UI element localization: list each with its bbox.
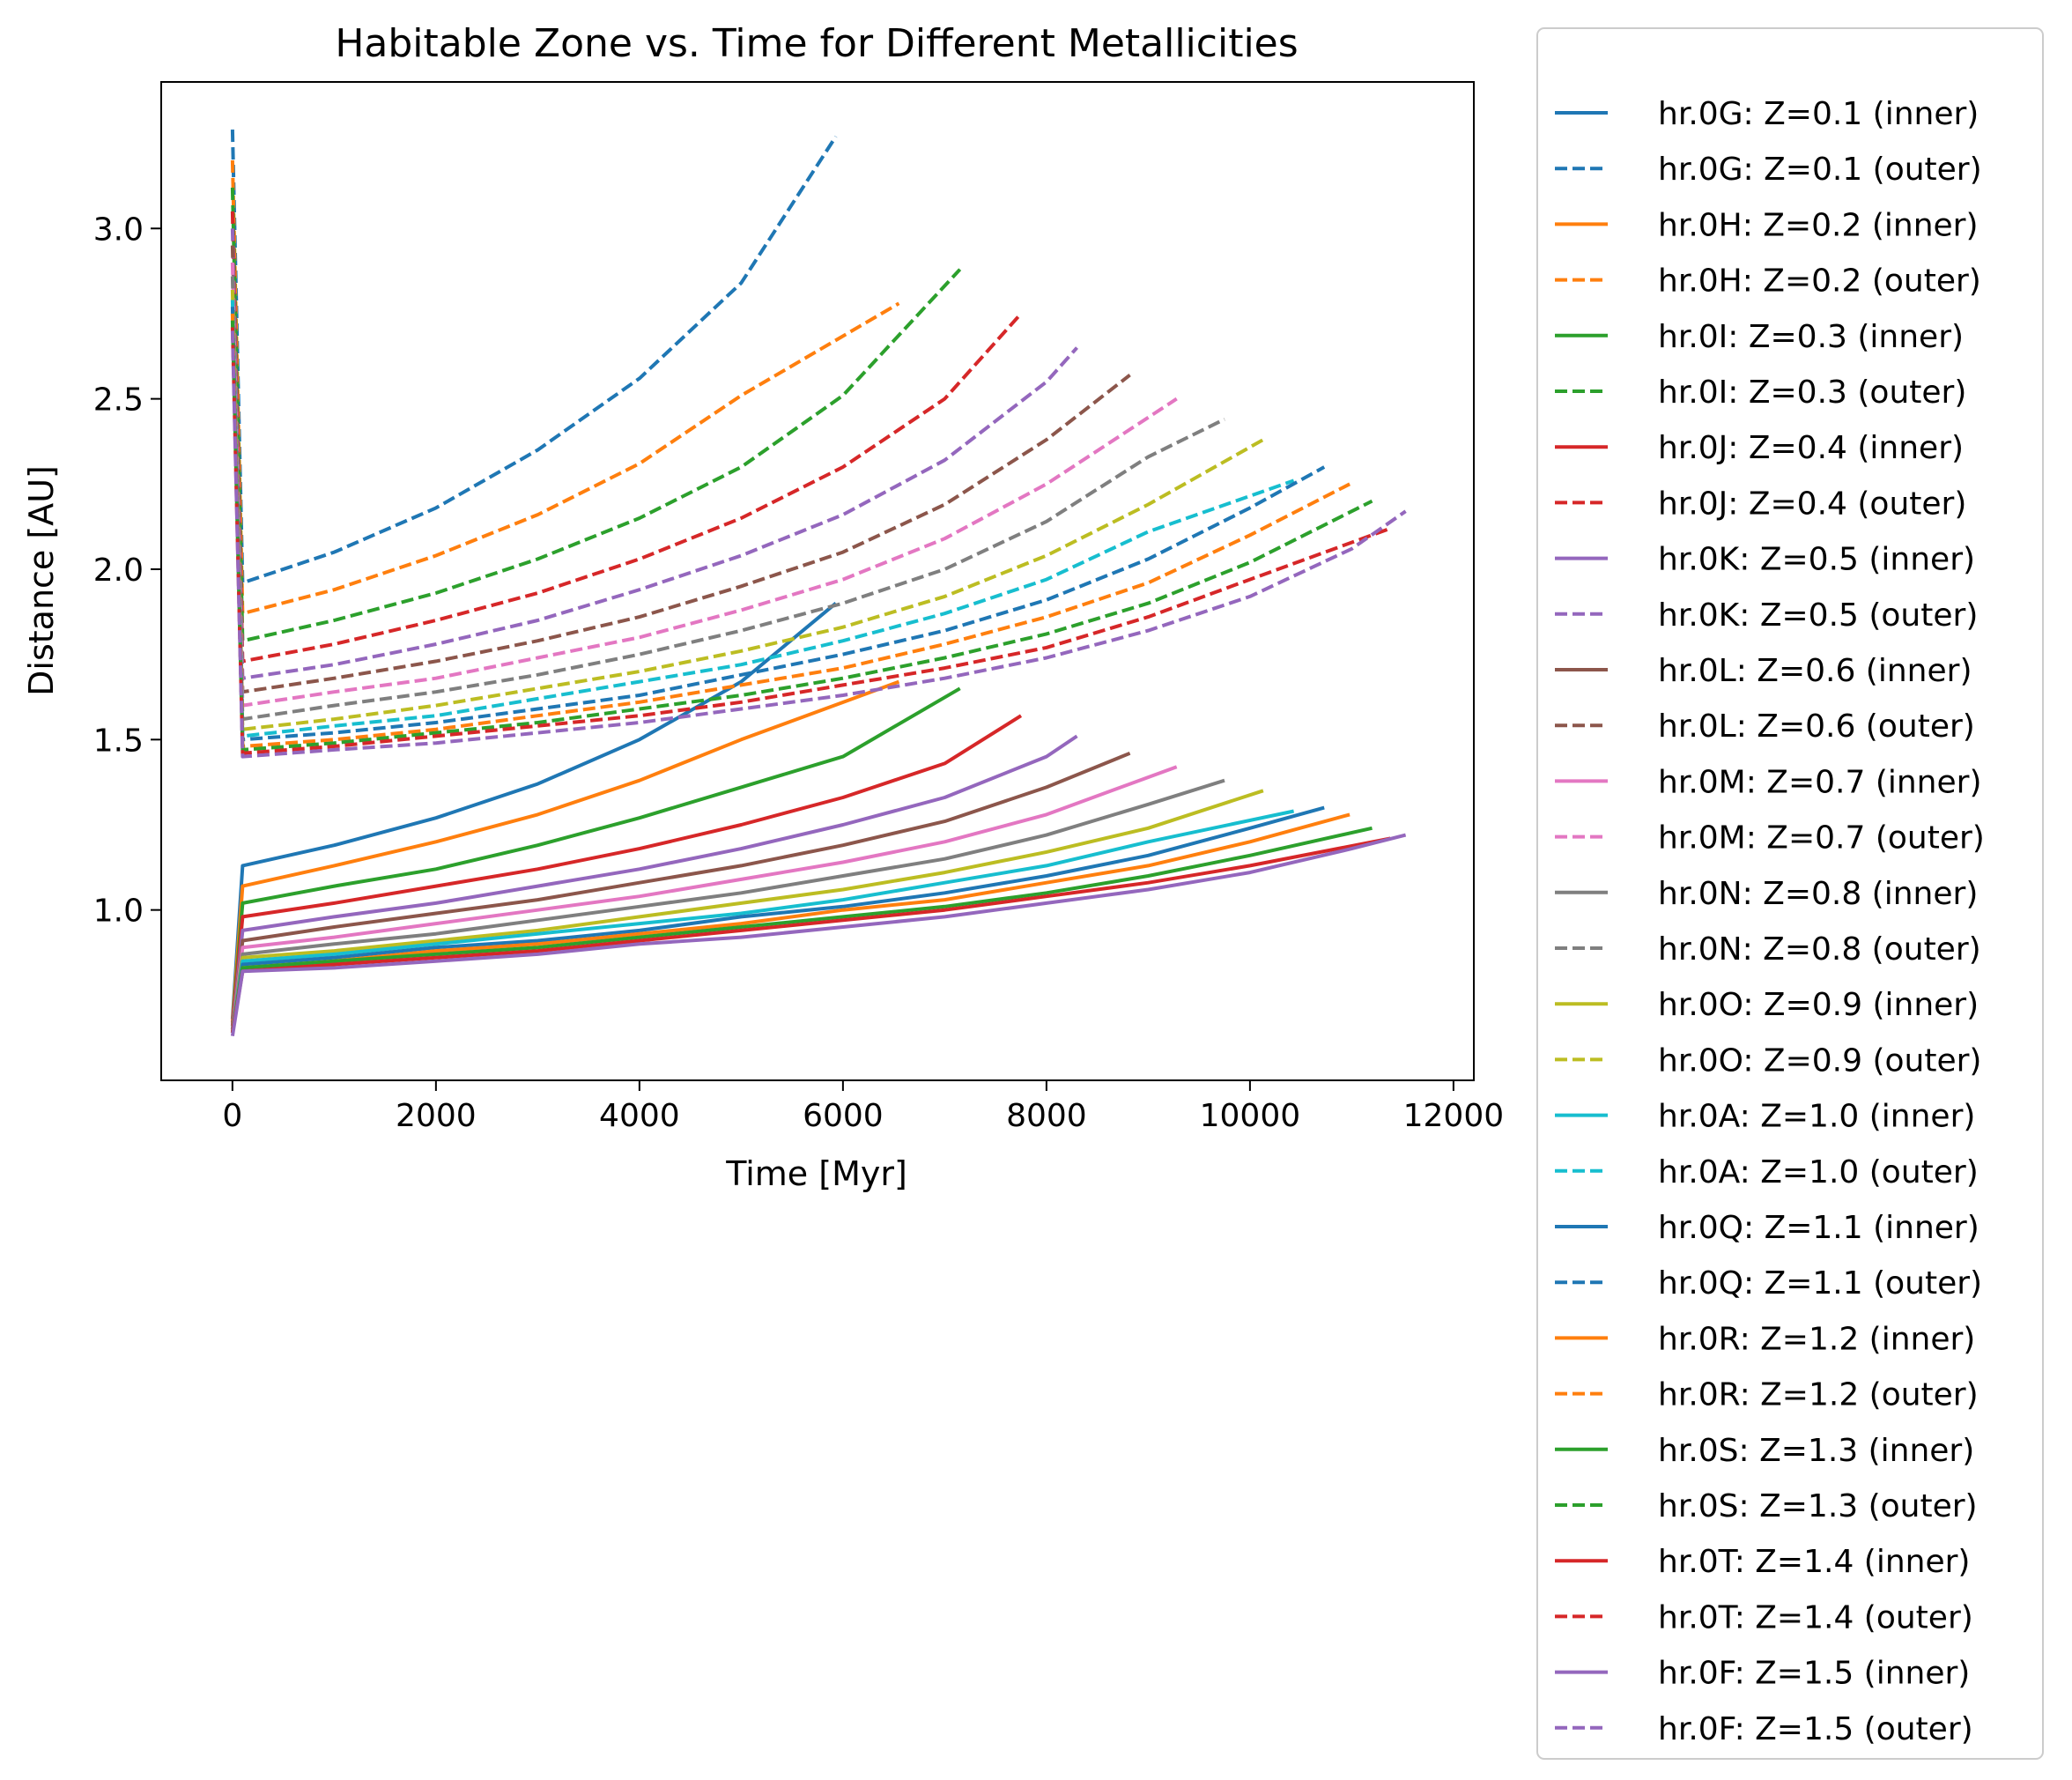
- legend-label-16: hr.0O: Z=0.9 (inner): [1658, 987, 1979, 1023]
- legend-label-11: hr.0L: Z=0.6 (outer): [1658, 708, 1975, 745]
- legend-label-29: hr.0F: Z=1.5 (outer): [1658, 1711, 1973, 1747]
- x-tick-label-0: 0: [222, 1098, 242, 1134]
- series-line-14: [230, 778, 1225, 1030]
- legend-label-4: hr.0I: Z=0.3 (inner): [1658, 319, 1964, 355]
- x-tick-label-5: 10000: [1200, 1098, 1301, 1134]
- series-line-27: [230, 327, 1391, 755]
- x-tick-label-4: 8000: [1006, 1098, 1087, 1134]
- y-tick-label-1: 1.5: [93, 723, 144, 759]
- legend-label-5: hr.0I: Z=0.3 (outer): [1658, 375, 1966, 411]
- series-line-25: [230, 320, 1373, 752]
- legend-label-19: hr.0A: Z=1.0 (outer): [1658, 1154, 1979, 1190]
- legend-label-22: hr.0R: Z=1.2 (inner): [1658, 1321, 1975, 1357]
- series-line-20: [230, 805, 1325, 1034]
- series-line-3: [230, 159, 900, 616]
- series-line-24: [230, 826, 1373, 1034]
- legend-label-2: hr.0H: Z=0.2 (inner): [1658, 207, 1979, 243]
- x-tick-label-1: 2000: [396, 1098, 477, 1134]
- legend-frame: [1536, 27, 2044, 1760]
- x-axis-label: Time [Myr]: [725, 1154, 907, 1193]
- legend-label-21: hr.0Q: Z=1.1 (outer): [1658, 1265, 1982, 1302]
- y-tick-label-2: 2.0: [93, 553, 144, 589]
- series-line-1: [230, 130, 838, 585]
- legend-label-0: hr.0G: Z=0.1 (inner): [1658, 96, 1979, 132]
- series-line-2: [230, 679, 900, 1023]
- legend-label-24: hr.0S: Z=1.3 (inner): [1658, 1433, 1974, 1469]
- legend-label-20: hr.0Q: Z=1.1 (inner): [1658, 1210, 1980, 1246]
- legend-label-6: hr.0J: Z=0.4 (inner): [1658, 430, 1964, 466]
- series-line-11: [230, 245, 1131, 694]
- series-line-19: [230, 300, 1295, 738]
- legend-label-10: hr.0L: Z=0.6 (inner): [1658, 653, 1972, 689]
- legend-label-18: hr.0A: Z=1.0 (inner): [1658, 1099, 1975, 1135]
- legend-label-28: hr.0F: Z=1.5 (inner): [1658, 1656, 1970, 1692]
- series-line-29: [230, 330, 1407, 759]
- legend-label-13: hr.0M: Z=0.7 (outer): [1658, 820, 1985, 857]
- legend-label-9: hr.0K: Z=0.5 (outer): [1658, 597, 1978, 634]
- series-line-17: [230, 289, 1264, 731]
- series-line-26: [230, 836, 1391, 1034]
- plot-lines: [230, 130, 1407, 1037]
- series-line-15: [230, 276, 1225, 722]
- series-line-4: [230, 686, 961, 1027]
- series-line-16: [230, 789, 1264, 1034]
- chart-title: Habitable Zone vs. Time for Different Me…: [335, 21, 1298, 66]
- y-tick-label-0: 1.0: [93, 894, 144, 930]
- x-tick-label-3: 6000: [803, 1098, 884, 1134]
- series-line-5: [230, 187, 962, 643]
- legend-label-1: hr.0G: Z=0.1 (outer): [1658, 152, 1982, 188]
- series-line-18: [230, 809, 1295, 1034]
- legend-label-7: hr.0J: Z=0.4 (outer): [1658, 486, 1966, 522]
- legend-label-26: hr.0T: Z=1.4 (inner): [1658, 1544, 1970, 1580]
- x-tick-label-2: 4000: [599, 1098, 680, 1134]
- series-line-8: [230, 734, 1078, 1030]
- y-tick-label-3: 2.5: [93, 382, 144, 419]
- series-line-0: [230, 602, 838, 1020]
- y-axis-ticks: 1.0 1.5 2.0 2.5 3.0: [93, 211, 161, 930]
- legend-label-15: hr.0N: Z=0.8 (outer): [1658, 931, 1981, 968]
- legend-label-27: hr.0T: Z=1.4 (outer): [1658, 1599, 1973, 1635]
- legend-label-25: hr.0S: Z=1.3 (outer): [1658, 1488, 1978, 1524]
- series-line-9: [230, 228, 1078, 680]
- series-line-28: [230, 833, 1407, 1037]
- legend-label-12: hr.0M: Z=0.7 (inner): [1658, 764, 1982, 800]
- series-line-13: [230, 262, 1178, 708]
- legend-label-8: hr.0K: Z=0.5 (inner): [1658, 542, 1975, 578]
- series-line-12: [230, 765, 1178, 1030]
- x-axis-ticks: 0 2000 4000 6000 8000 10000 12000: [222, 1080, 1504, 1134]
- legend-label-17: hr.0O: Z=0.9 (outer): [1658, 1042, 1981, 1079]
- plot-frame: [160, 81, 1475, 1081]
- series-line-7: [230, 211, 1023, 664]
- legend-label-23: hr.0R: Z=1.2 (outer): [1658, 1377, 1979, 1413]
- x-tick-label-6: 12000: [1403, 1098, 1505, 1134]
- legend-label-14: hr.0N: Z=0.8 (inner): [1658, 876, 1978, 912]
- series-line-23: [230, 313, 1351, 748]
- y-axis-label: Distance [AU]: [22, 465, 61, 696]
- y-tick-label-4: 3.0: [93, 211, 144, 248]
- legend: hr.0G: Z=0.1 (inner) hr.0G: Z=0.1 (outer)…: [1536, 27, 2044, 1760]
- legend-label-3: hr.0H: Z=0.2 (outer): [1658, 263, 1981, 300]
- series-line-21: [230, 307, 1326, 742]
- series-line-10: [230, 751, 1131, 1030]
- series-line-6: [230, 714, 1023, 1027]
